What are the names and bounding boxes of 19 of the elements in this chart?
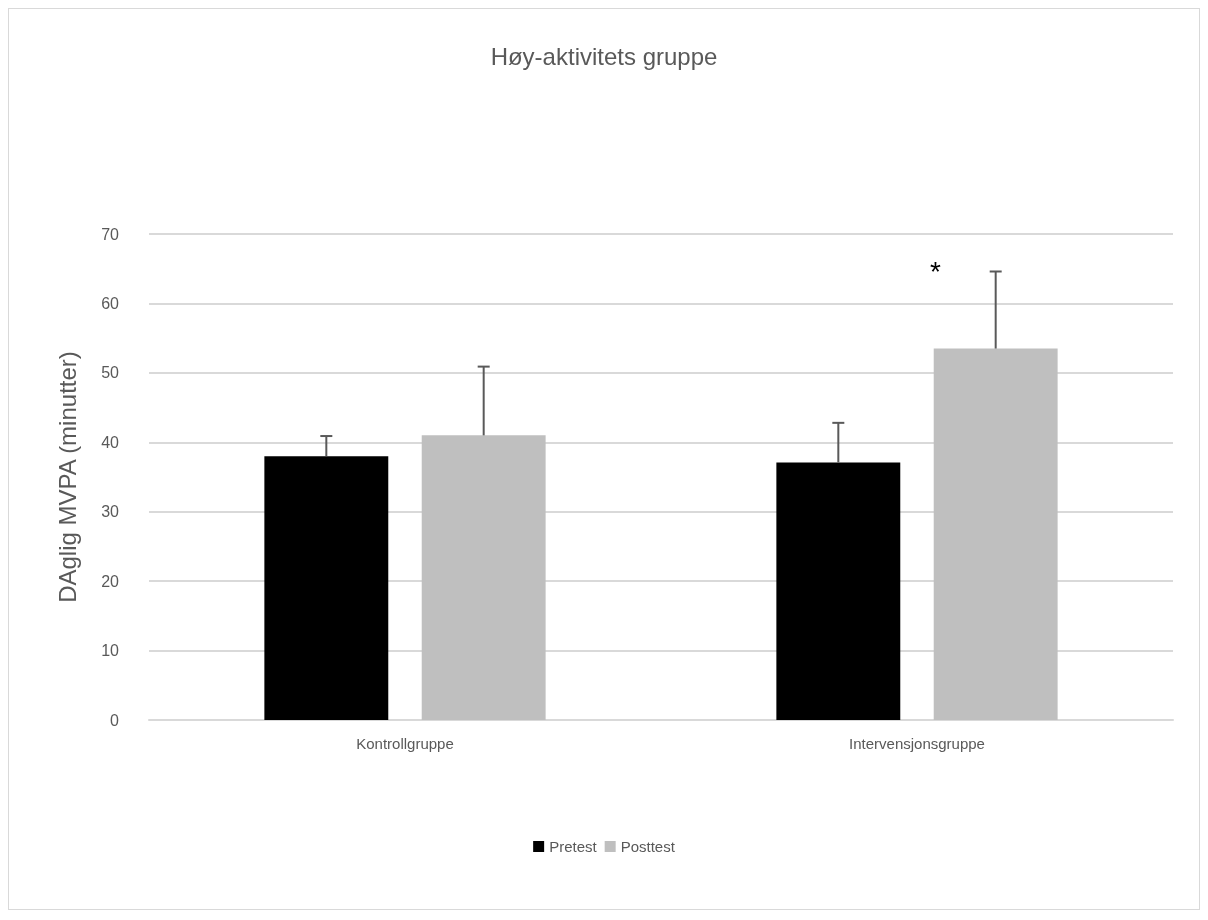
- x-tick-label: Intervensjonsgruppe: [849, 735, 985, 752]
- y-tick-label: 40: [101, 433, 120, 451]
- bar: [264, 456, 389, 720]
- x-tick-label: Kontrollgruppe: [356, 735, 454, 752]
- y-tick-label: 60: [101, 294, 120, 312]
- y-tick-label: 10: [101, 642, 120, 660]
- bar: [421, 435, 546, 720]
- bar: [933, 348, 1058, 720]
- y-tick-label: 30: [101, 503, 120, 521]
- legend-label: Posttest: [620, 838, 676, 855]
- bar: [776, 462, 901, 720]
- y-tick-label: 20: [101, 572, 120, 590]
- chart-title: Høy-aktivitets gruppe: [490, 42, 718, 70]
- y-tick-label: 50: [101, 364, 120, 382]
- annotation: *: [930, 255, 941, 287]
- y-axis-title: DAglig MVPA (minutter): [53, 351, 81, 603]
- y-tick-label: 0: [110, 711, 120, 729]
- legend-label: Pretest: [549, 838, 598, 855]
- y-tick-label: 70: [101, 225, 120, 243]
